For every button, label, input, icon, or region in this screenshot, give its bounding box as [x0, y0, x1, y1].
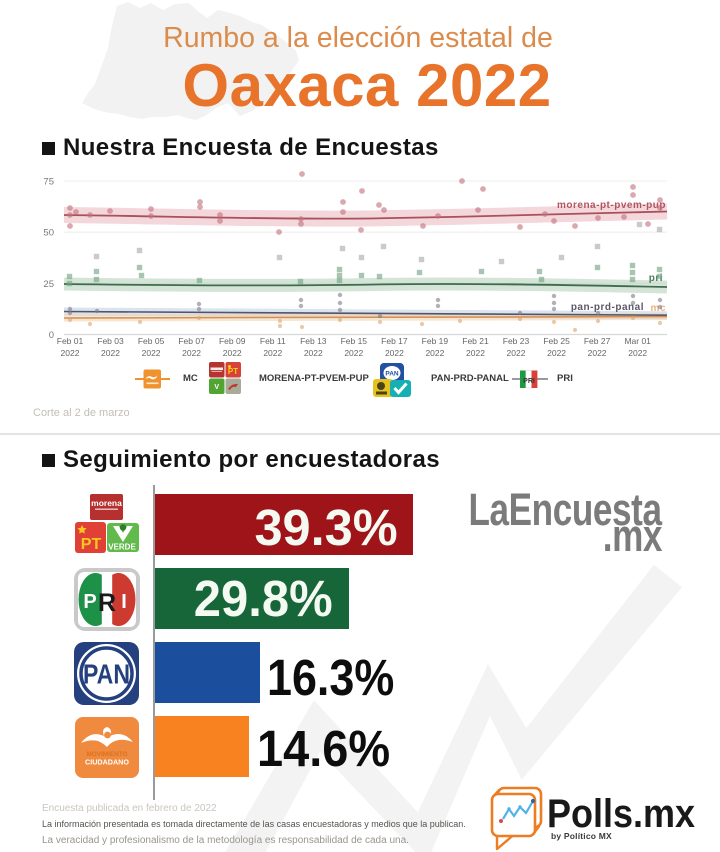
svg-text:morena-pt-pvem-pup: morena-pt-pvem-pup — [557, 200, 666, 211]
svg-text:PT: PT — [81, 536, 102, 553]
svg-text:pan-prd-panal: pan-prd-panal — [571, 302, 644, 313]
svg-text:2022: 2022 — [304, 348, 323, 358]
svg-text:I: I — [121, 591, 127, 613]
svg-text:CIUDADANO: CIUDADANO — [85, 758, 129, 767]
svg-text:25: 25 — [43, 279, 54, 290]
svg-text:Feb 03: Feb 03 — [97, 336, 124, 346]
svg-text:PAN: PAN — [385, 371, 399, 378]
svg-text:Feb 21: Feb 21 — [462, 336, 489, 346]
svg-text:PRI: PRI — [523, 378, 535, 385]
svg-text:2022: 2022 — [385, 348, 404, 358]
svg-text:Feb 27: Feb 27 — [584, 336, 611, 346]
svg-text:MOVIMIENTO: MOVIMIENTO — [86, 751, 127, 758]
svg-text:Mar 01: Mar 01 — [624, 336, 651, 346]
svg-text:2022: 2022 — [61, 348, 80, 358]
svg-text:Feb 17: Feb 17 — [381, 336, 408, 346]
svg-text:mc: mc — [651, 303, 666, 314]
svg-text:Feb 05: Feb 05 — [138, 336, 165, 346]
svg-text:2022: 2022 — [466, 348, 485, 358]
svg-text:Feb 25: Feb 25 — [543, 336, 570, 346]
svg-text:2022: 2022 — [182, 348, 201, 358]
svg-text:Feb 15: Feb 15 — [341, 336, 368, 346]
svg-text:2022: 2022 — [142, 348, 161, 358]
svg-text:R: R — [98, 589, 116, 617]
svg-text:2022: 2022 — [507, 348, 526, 358]
svg-text:Feb 09: Feb 09 — [219, 336, 246, 346]
svg-text:2022: 2022 — [263, 348, 282, 358]
svg-text:2022: 2022 — [588, 348, 607, 358]
svg-text:PT: PT — [228, 367, 238, 376]
svg-text:Feb 07: Feb 07 — [178, 336, 205, 346]
svg-text:2022: 2022 — [547, 348, 566, 358]
svg-text:V: V — [214, 384, 219, 391]
svg-text:2022: 2022 — [101, 348, 120, 358]
svg-text:pri: pri — [649, 273, 663, 284]
svg-text:Feb 01: Feb 01 — [57, 336, 84, 346]
svg-text:2022: 2022 — [223, 348, 242, 358]
svg-text:Feb 11: Feb 11 — [260, 336, 286, 346]
svg-text:75: 75 — [43, 177, 54, 188]
svg-text:Feb 13: Feb 13 — [300, 336, 327, 346]
svg-text:50: 50 — [43, 228, 54, 239]
svg-text:P: P — [83, 591, 96, 613]
svg-text:2022: 2022 — [344, 348, 363, 358]
svg-text:2022: 2022 — [425, 348, 444, 358]
svg-text:Feb 23: Feb 23 — [503, 336, 530, 346]
svg-text:morena: morena — [91, 498, 122, 508]
svg-text:VERDE: VERDE — [108, 543, 136, 552]
svg-text:0: 0 — [49, 330, 54, 341]
svg-text:PAN: PAN — [83, 659, 130, 690]
svg-text:2022: 2022 — [628, 348, 647, 358]
svg-text:Feb 19: Feb 19 — [422, 336, 449, 346]
